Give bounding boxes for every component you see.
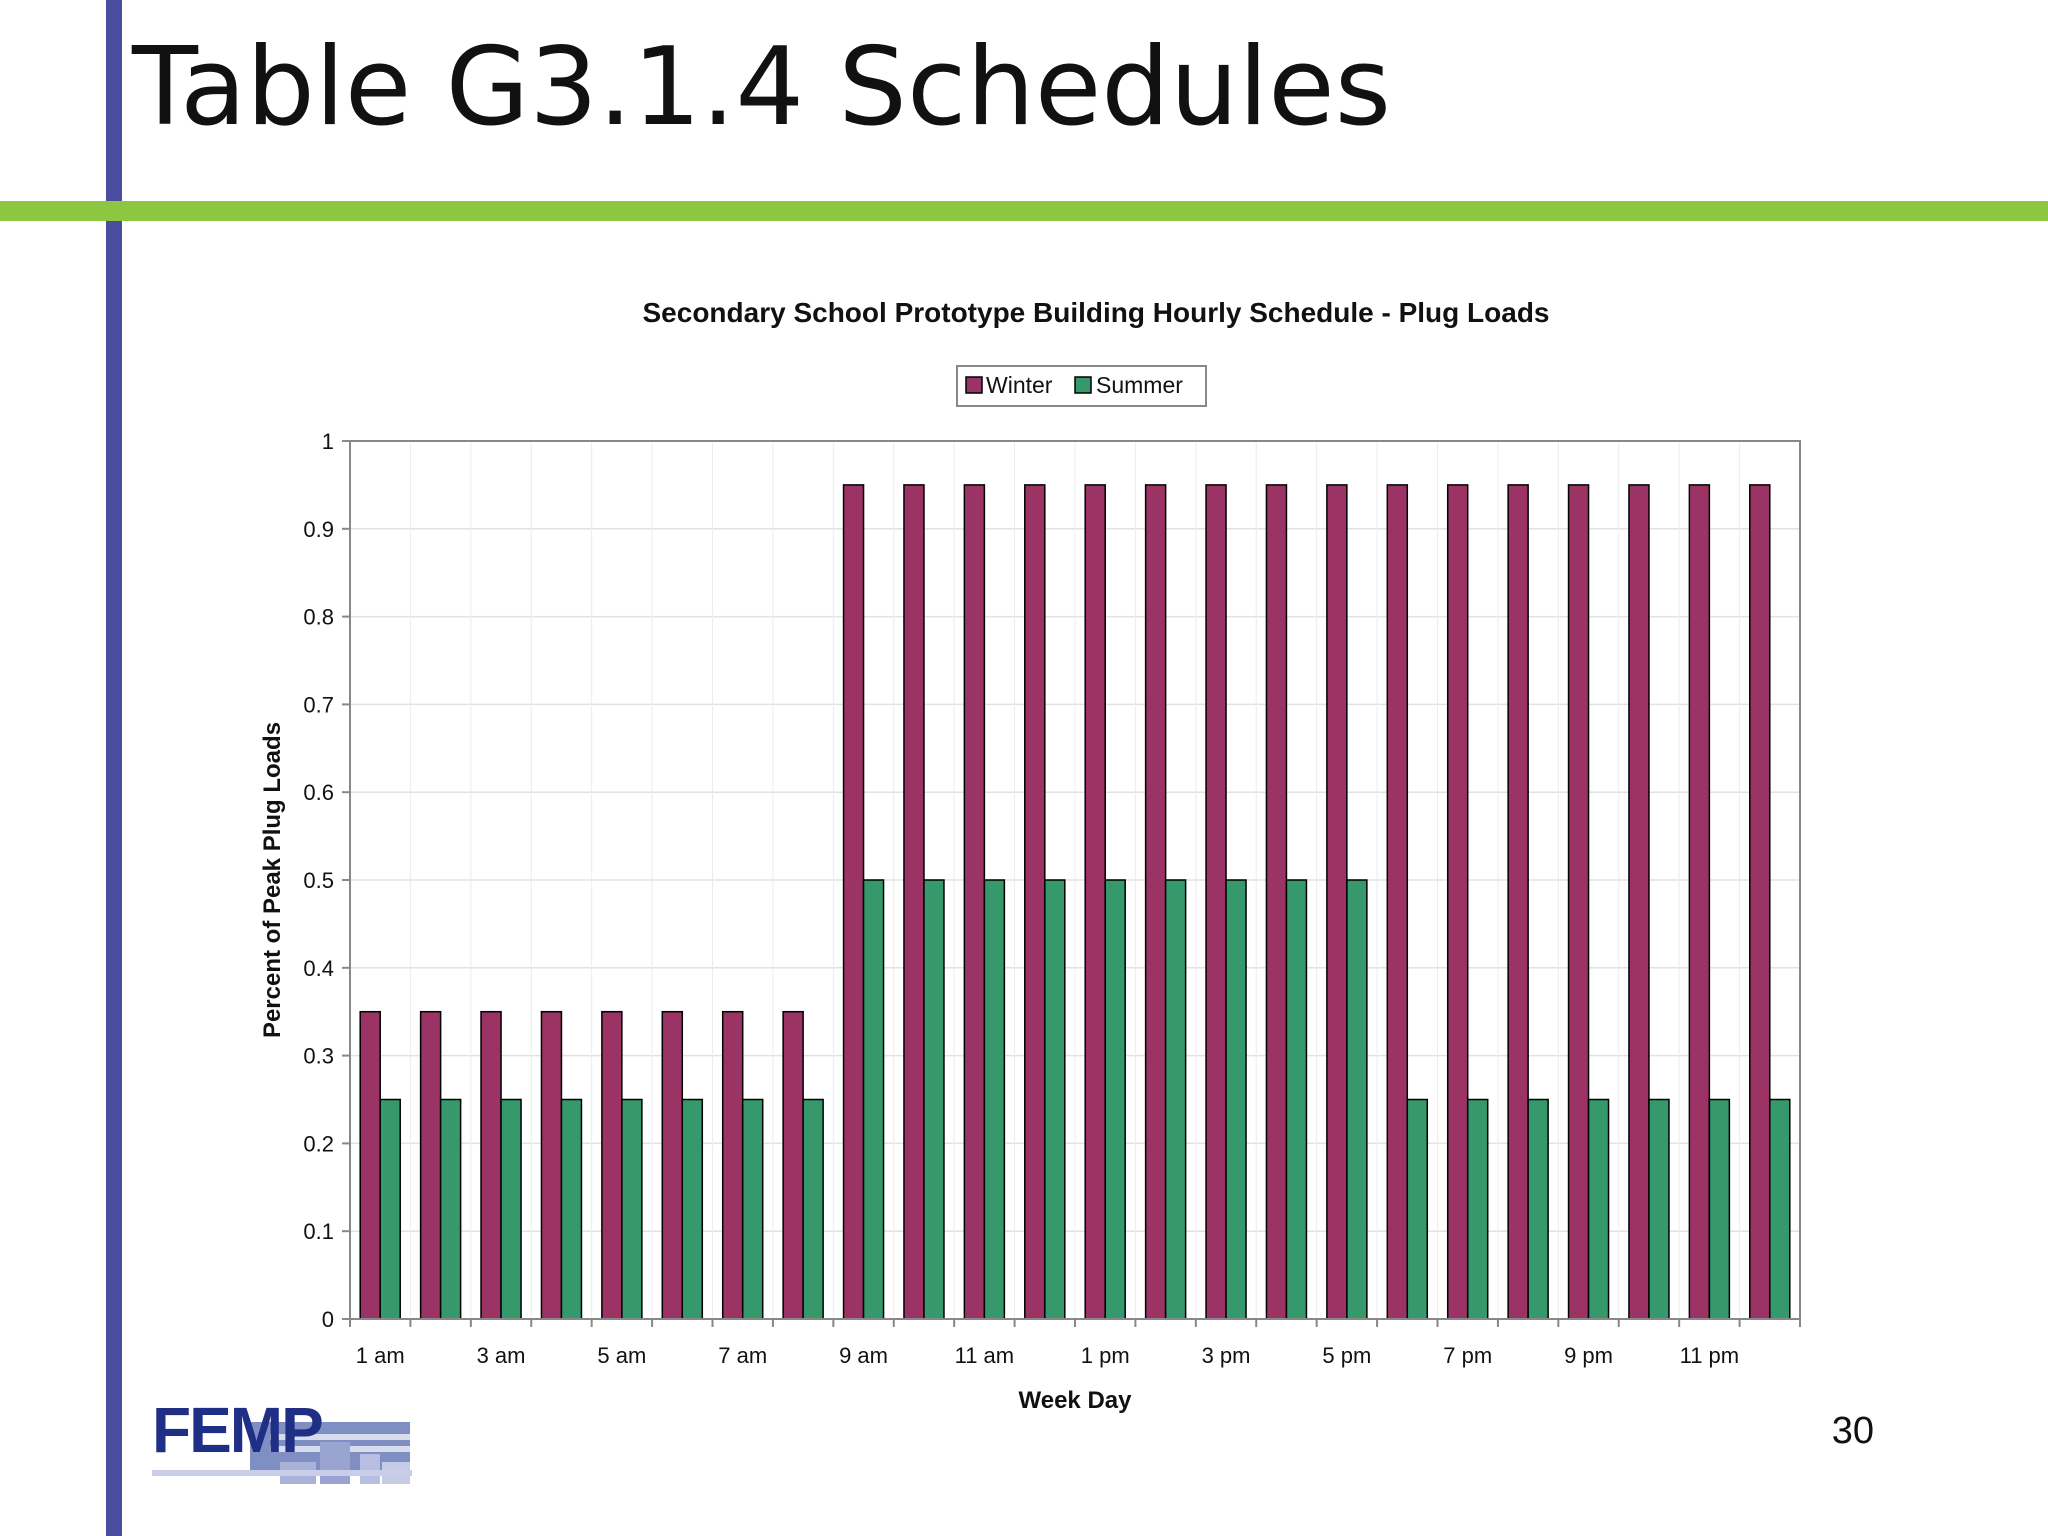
bar-summer-16 — [1285, 879, 1308, 1320]
logo-text: FEMP — [152, 1394, 324, 1466]
x-tick-label: 7 pm — [1443, 1343, 1492, 1368]
y-tick-label: 0 — [322, 1307, 334, 1332]
y-tick-label: 0.8 — [303, 605, 334, 630]
left-accent-bar — [106, 0, 122, 1536]
x-tick-label: 5 am — [597, 1343, 646, 1368]
bar-winter-19 — [1446, 484, 1469, 1320]
bar-summer-10 — [923, 879, 945, 1320]
bar-summer-11 — [983, 879, 1006, 1320]
chart-legend: Winter Summer — [956, 365, 1207, 407]
bar-winter-2 — [419, 1010, 442, 1320]
legend-swatch-winter — [965, 376, 983, 394]
y-tick-label: 0.3 — [303, 1044, 334, 1069]
bar-winter-16 — [1265, 484, 1288, 1320]
bar-winter-10 — [903, 484, 925, 1320]
bar-summer-8 — [802, 1098, 824, 1320]
y-tick-label: 0.4 — [303, 956, 334, 981]
bar-winter-18 — [1386, 484, 1409, 1320]
bar-winter-6 — [661, 1010, 684, 1320]
bar-winter-22 — [1628, 484, 1650, 1320]
x-tick-label: 9 am — [839, 1343, 888, 1368]
femp-logo: FEMP — [150, 1392, 420, 1492]
bar-winter-5 — [601, 1010, 623, 1320]
x-tick-label: 3 am — [477, 1343, 526, 1368]
bar-summer-7 — [741, 1098, 764, 1320]
bar-summer-5 — [621, 1098, 643, 1320]
y-tick-label: 0.2 — [303, 1131, 334, 1156]
y-tick-label: 0.9 — [303, 517, 334, 542]
x-tick-labels: 1 am 3 am 5 am 7 am 9 am 11 am 1 pm 3 pm 5 pm 7 p… — [356, 1343, 1739, 1368]
y-tick-label: 0.7 — [303, 692, 334, 717]
bar-summer-18 — [1406, 1098, 1429, 1320]
x-axis-title: Week Day — [1019, 1387, 1133, 1414]
bar-summer-21 — [1587, 1098, 1610, 1320]
chart-bars — [359, 484, 1791, 1320]
bar-winter-23 — [1688, 484, 1711, 1320]
chart-title: Secondary School Prototype Building Hour… — [643, 297, 1550, 328]
bar-winter-11 — [963, 484, 986, 1320]
bar-winter-21 — [1567, 484, 1590, 1320]
bar-summer-2 — [439, 1098, 462, 1320]
bar-winter-8 — [782, 1010, 804, 1320]
bar-winter-20 — [1507, 484, 1529, 1320]
bar-winter-4 — [540, 1010, 563, 1320]
bar-summer-13 — [1104, 879, 1126, 1320]
building-graphic-icon — [152, 1422, 412, 1484]
bar-summer-14 — [1164, 879, 1187, 1320]
bar-winter-17 — [1326, 484, 1348, 1320]
bar-summer-19 — [1466, 1098, 1489, 1320]
bar-winter-9 — [842, 484, 865, 1320]
bar-winter-12 — [1024, 484, 1046, 1320]
bar-winter-13 — [1084, 484, 1106, 1320]
x-tick-label: 3 pm — [1202, 1343, 1251, 1368]
x-tick-label: 1 am — [356, 1343, 405, 1368]
page-number: 30 — [1831, 1410, 1874, 1452]
bar-winter-24 — [1749, 484, 1771, 1320]
bar-summer-4 — [560, 1098, 583, 1320]
bar-winter-7 — [721, 1010, 744, 1320]
legend-label-winter: Winter — [986, 372, 1053, 398]
bar-summer-23 — [1708, 1098, 1731, 1320]
x-tick-label: 11 am — [955, 1343, 1015, 1368]
x-tick-label: 7 am — [718, 1343, 767, 1368]
x-tick-label: 5 pm — [1322, 1343, 1371, 1368]
chart-axes — [342, 440, 1801, 1327]
bar-summer-1 — [379, 1098, 401, 1320]
bar-summer-24 — [1769, 1098, 1791, 1320]
bar-summer-12 — [1044, 879, 1066, 1320]
bar-summer-6 — [681, 1098, 704, 1320]
bar-winter-14 — [1144, 484, 1167, 1320]
x-tick-label: 1 pm — [1081, 1343, 1130, 1368]
y-tick-label: 0.5 — [303, 868, 334, 893]
bar-summer-20 — [1527, 1098, 1549, 1320]
bar-summer-9 — [862, 879, 885, 1320]
x-tick-label: 11 pm — [1680, 1343, 1740, 1368]
y-tick-label: 0.1 — [303, 1219, 334, 1244]
bar-winter-3 — [480, 1010, 502, 1320]
bar-summer-15 — [1225, 879, 1247, 1320]
bar-winter-15 — [1205, 484, 1227, 1320]
slide-title: Table G3.1.4 Schedules — [132, 25, 1391, 150]
y-tick-label: 1 — [322, 429, 334, 454]
legend-swatch-summer — [1074, 376, 1092, 394]
bar-summer-3 — [500, 1098, 522, 1320]
y-axis-title: Percent of Peak Plug Loads — [259, 722, 286, 1038]
bar-summer-17 — [1346, 879, 1368, 1320]
bar-summer-22 — [1648, 1098, 1670, 1320]
x-tick-label: 9 pm — [1564, 1343, 1613, 1368]
bar-winter-1 — [359, 1010, 381, 1320]
y-tick-labels: 0 0.1 0.2 0.3 0.4 0.5 0.6 0.7 0.8 0.9 1 — [303, 429, 334, 1332]
y-tick-label: 0.6 — [303, 780, 334, 805]
legend-label-summer: Summer — [1096, 372, 1183, 398]
title-underline-rule — [0, 201, 2048, 221]
chart-gridlines — [350, 440, 1800, 1320]
